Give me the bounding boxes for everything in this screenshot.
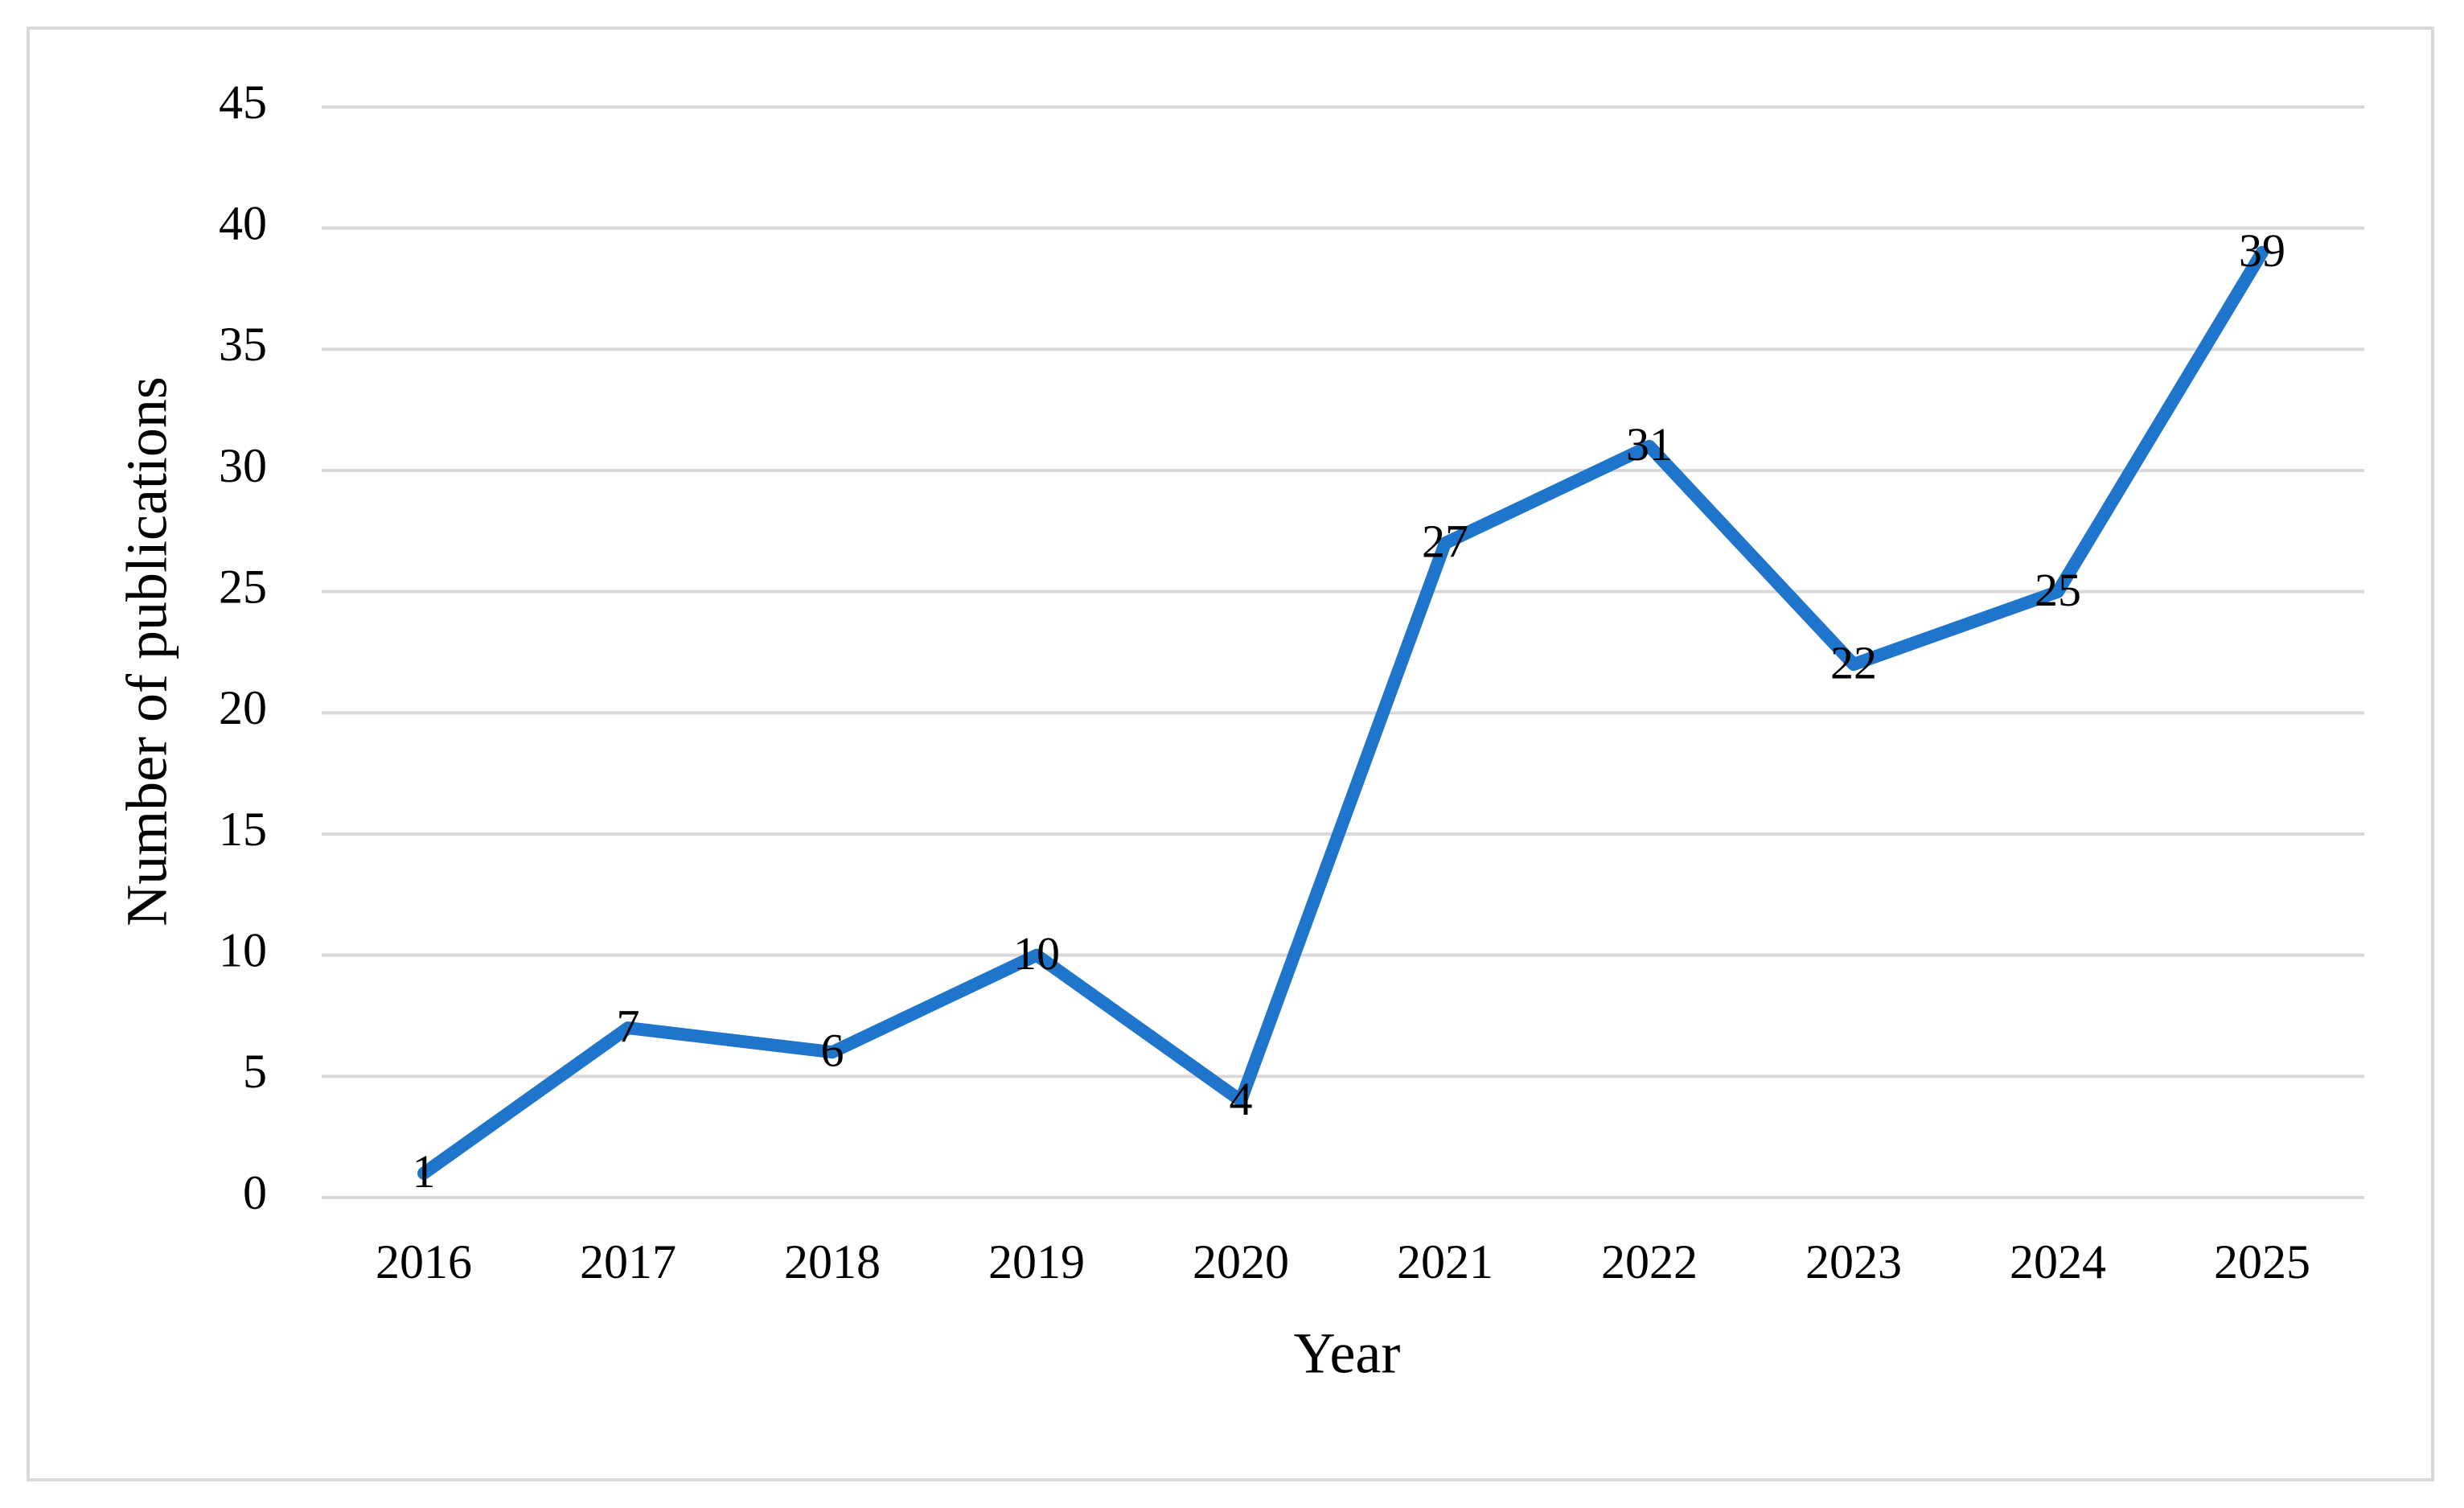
y-tick-label: 10 [219, 923, 267, 976]
x-tick-label: 2022 [1601, 1235, 1698, 1288]
y-tick-label: 40 [219, 196, 267, 249]
x-tick-label: 2016 [376, 1235, 472, 1288]
data-label: 27 [1422, 516, 1468, 568]
data-label: 10 [1013, 927, 1060, 980]
y-tick-label: 15 [219, 803, 267, 856]
y-tick-label: 35 [219, 318, 267, 371]
y-tick-label: 20 [219, 681, 267, 734]
x-tick-label: 2019 [988, 1235, 1085, 1288]
x-tick-label: 2017 [580, 1235, 676, 1288]
y-tick-label: 5 [243, 1045, 267, 1098]
y-tick-label: 0 [243, 1166, 267, 1219]
data-label: 25 [2035, 564, 2081, 616]
data-label: 31 [1626, 418, 1673, 470]
data-label: 4 [1230, 1073, 1253, 1125]
data-label: 1 [413, 1145, 436, 1198]
x-tick-label: 2023 [1805, 1235, 1902, 1288]
data-label: 6 [821, 1025, 844, 1077]
data-line [417, 245, 2269, 1180]
data-label: 7 [617, 1000, 640, 1052]
x-tick-label: 2024 [2010, 1235, 2106, 1288]
y-tick-label: 25 [219, 560, 267, 613]
x-tick-label: 2020 [1193, 1235, 1289, 1288]
x-tick-label: 2025 [2214, 1235, 2310, 1288]
data-label: 39 [2239, 224, 2285, 277]
data-label: 22 [1830, 636, 1877, 688]
x-axis-title: Year [1294, 1321, 1401, 1386]
y-tick-label: 45 [219, 76, 267, 129]
y-axis-title: Number of publications [115, 376, 179, 927]
chart-border [27, 27, 2434, 1481]
x-tick-label: 2021 [1397, 1235, 1493, 1288]
y-tick-label: 30 [219, 439, 267, 492]
x-tick-label: 2018 [784, 1235, 881, 1288]
